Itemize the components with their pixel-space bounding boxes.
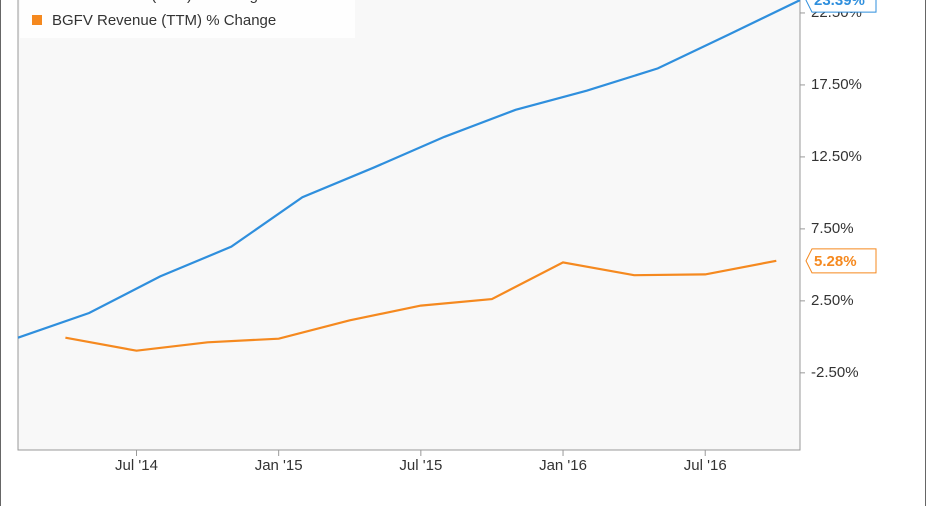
y-tick-label: 7.50% (811, 220, 854, 237)
value-label-box (805, 0, 877, 13)
x-tick-label: Jul '14 (115, 457, 158, 474)
legend-swatch (32, 15, 42, 25)
value-label: 5.28% (814, 253, 857, 270)
plot-area (17, 0, 801, 451)
legend-label: BGFV Revenue (TTM) % Change (52, 12, 276, 29)
series-line (17, 0, 801, 339)
legend-box (20, 0, 355, 38)
y-tick-label: 2.50% (811, 292, 854, 309)
legend-label: DKS Revenue (TTM) % Change (52, 0, 266, 4)
series-line (65, 259, 777, 352)
x-tick-label: Jan '16 (539, 457, 587, 474)
y-tick-label: 12.50% (811, 148, 862, 165)
y-tick-label: 17.50% (811, 76, 862, 93)
x-tick-label: Jul '16 (684, 457, 727, 474)
x-tick-label: Jul '15 (399, 457, 442, 474)
value-label: 23.39% (814, 0, 865, 9)
value-label-box (805, 248, 877, 274)
x-tick-label: Jan '15 (255, 457, 303, 474)
y-tick-label: -2.50% (811, 364, 859, 381)
